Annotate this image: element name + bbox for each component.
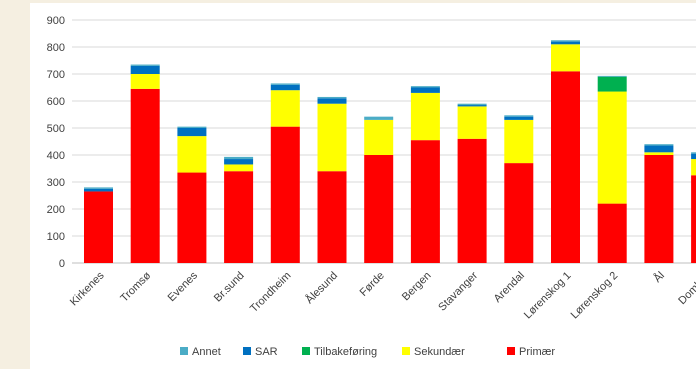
y-tick-label: 700 [47, 69, 65, 81]
legend-label: Sekundær [414, 346, 465, 358]
bars [84, 40, 696, 264]
legend-label: SAR [255, 346, 278, 358]
bar-segment [224, 164, 254, 172]
chart-panel: 0 100 200 300 400 500 600 700 800 900 Kirkenes Tro… [30, 3, 696, 369]
bar-segment [597, 203, 627, 263]
x-tick-label: Kirkenes [68, 269, 107, 308]
x-tick-label: Bergen [400, 270, 434, 304]
y-tick-label: 300 [47, 177, 65, 189]
bar-segment [224, 159, 254, 165]
bar-segment [410, 87, 440, 93]
bar-segment [691, 175, 696, 263]
x-tick-label: Trondheim [248, 270, 293, 315]
x-tick-label: Lørenskog 1 [522, 270, 574, 322]
bar-segment [551, 71, 580, 263]
legend-swatch [243, 347, 251, 355]
y-tick-label: 900 [47, 15, 65, 27]
bar-segment [504, 115, 534, 117]
x-tick-label: Br.sund [212, 270, 247, 305]
x-tick-label: Lørenskog 2 [569, 270, 621, 322]
bar-segment [551, 41, 580, 45]
bar-segment [177, 172, 207, 263]
y-tick-label: 400 [47, 150, 65, 162]
x-tick-label: Stavanger [436, 269, 480, 313]
legend-swatch [402, 347, 410, 355]
bar-segment [317, 96, 347, 99]
x-tick-label: Tromsø [118, 269, 153, 304]
legend-swatch [302, 347, 310, 355]
bar-segment [270, 90, 300, 127]
bar-segment [551, 44, 580, 72]
bar-segment [504, 163, 534, 263]
bar-segment [270, 84, 300, 91]
bar-segment [130, 65, 160, 74]
bar-segment [270, 126, 300, 264]
bar-segment [644, 144, 674, 146]
x-tick-label: Ålesund [303, 269, 340, 306]
bar-segment [644, 152, 674, 155]
bar-segment [457, 105, 487, 107]
bar-segment [177, 126, 207, 128]
y-tick-label: 0 [59, 258, 65, 270]
x-axis-tick-labels: Kirkenes Tromsø Evenes Br.sund Trondheim Åles… [68, 269, 696, 321]
bar-segment [84, 188, 113, 192]
x-tick-label: Arendal [492, 270, 527, 305]
bar-segment [270, 83, 300, 85]
legend-label: Primær [519, 346, 555, 358]
y-tick-label: 200 [47, 204, 65, 216]
x-tick-label: Dombås [676, 269, 696, 307]
legend-swatch [507, 347, 515, 355]
bar-segment [130, 74, 160, 89]
bar-segment [130, 64, 160, 66]
bar-segment [410, 92, 440, 141]
bar-segment [410, 86, 440, 88]
bar-segment [504, 119, 534, 164]
bar-segment [224, 156, 254, 160]
x-tick-label: Ål [651, 269, 667, 285]
bar-segment [224, 171, 254, 263]
bar-segment [504, 116, 534, 120]
bar-segment [691, 153, 696, 160]
bar-segment [551, 40, 580, 42]
bar-segment [691, 152, 696, 154]
bar-segment [644, 145, 674, 153]
bar-segment [84, 191, 113, 263]
bar-segment [597, 91, 627, 204]
bar-segment [364, 119, 394, 155]
bar-segment [317, 103, 347, 172]
y-tick-label: 800 [47, 42, 65, 54]
bar-segment [177, 128, 207, 137]
y-tick-label: 100 [47, 231, 65, 243]
bar-segment [457, 138, 487, 263]
y-tick-label: 500 [47, 123, 65, 135]
bar-segment [644, 155, 674, 263]
stacked-bar-chart: 0 100 200 300 400 500 600 700 800 900 Kirkenes Tro… [47, 15, 696, 358]
legend: Annet SAR Tilbakeføring Sekundær Primær [180, 346, 555, 358]
bar-segment [457, 103, 487, 106]
bar-segment [691, 159, 696, 176]
bar-segment [84, 187, 113, 189]
y-axis-tick-labels: 0 100 200 300 400 500 600 700 800 900 [47, 15, 65, 270]
bar-segment [177, 136, 207, 173]
bar-segment [597, 75, 627, 77]
bar-segment [410, 140, 440, 263]
bar-segment [597, 76, 627, 92]
legend-label: Tilbakeføring [314, 346, 377, 358]
bar-segment [457, 106, 487, 139]
legend-label: Annet [192, 346, 221, 358]
bar-segment [364, 155, 394, 263]
bar-segment [317, 171, 347, 263]
x-tick-label: Førde [358, 270, 387, 299]
bar-segment [364, 116, 394, 120]
legend-swatch [180, 347, 188, 355]
bar-segment [130, 88, 160, 263]
bar-segment [317, 98, 347, 104]
x-tick-label: Evenes [166, 269, 201, 304]
y-tick-label: 600 [47, 96, 65, 108]
